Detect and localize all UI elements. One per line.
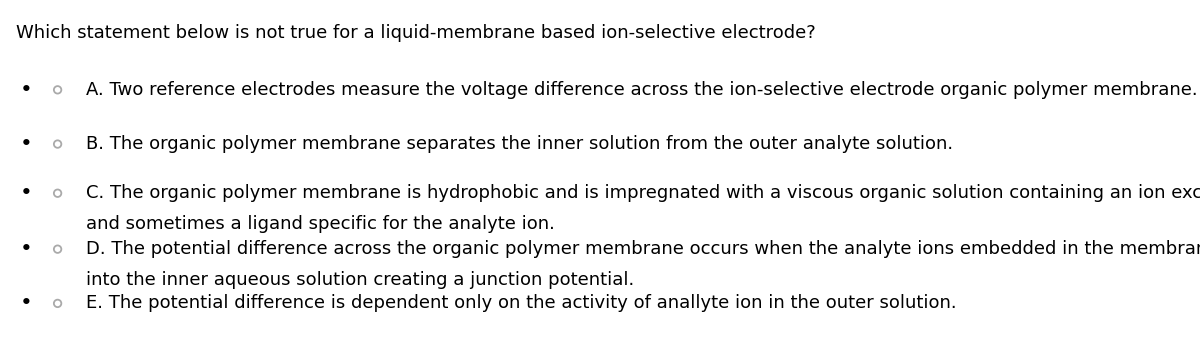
Text: and sometimes a ligand specific for the analyte ion.: and sometimes a ligand specific for the …	[86, 215, 556, 233]
Text: Which statement below is not true for a liquid-membrane based ion-selective elec: Which statement below is not true for a …	[16, 24, 815, 42]
Text: •: •	[20, 239, 32, 259]
Text: A. Two reference electrodes measure the voltage difference across the ion-select: A. Two reference electrodes measure the …	[86, 81, 1198, 99]
Text: E. The potential difference is dependent only on the activity of anallyte ion in: E. The potential difference is dependent…	[86, 294, 958, 313]
Text: •: •	[20, 183, 32, 203]
Text: •: •	[20, 294, 32, 313]
Text: •: •	[20, 134, 32, 154]
Text: D. The potential difference across the organic polymer membrane occurs when the : D. The potential difference across the o…	[86, 240, 1200, 258]
Text: into the inner aqueous solution creating a junction potential.: into the inner aqueous solution creating…	[86, 271, 635, 289]
Text: C. The organic polymer membrane is hydrophobic and is impregnated with a viscous: C. The organic polymer membrane is hydro…	[86, 184, 1200, 202]
Text: •: •	[20, 80, 32, 100]
Text: B. The organic polymer membrane separates the inner solution from the outer anal: B. The organic polymer membrane separate…	[86, 135, 954, 153]
